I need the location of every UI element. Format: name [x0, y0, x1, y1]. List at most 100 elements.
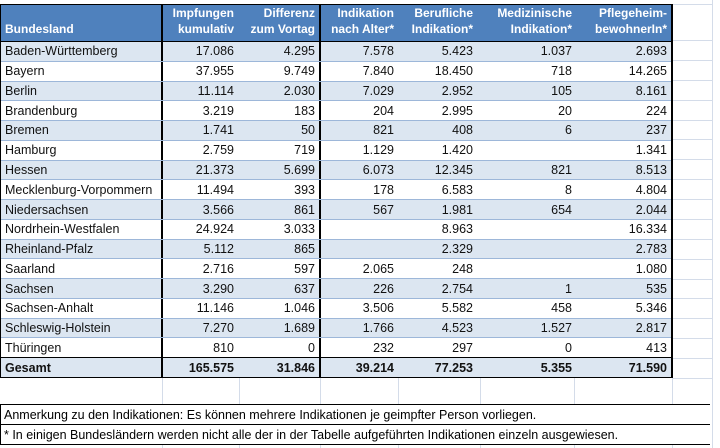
value-cell[interactable]: 821 — [373, 123, 394, 138]
value-cell[interactable]: 2.759 — [202, 143, 234, 158]
value-cell[interactable]: 5.423 — [441, 44, 473, 59]
value-cell[interactable]: 3.033 — [240, 219, 321, 239]
value-cell[interactable]: 183 — [240, 101, 321, 121]
bundesland-cell[interactable]: Rheinland-Pfalz — [1, 239, 163, 259]
value-cell[interactable]: 11.494 — [196, 182, 234, 197]
value-cell[interactable]: 4.523 — [441, 321, 473, 336]
value-cell[interactable]: 2.783 — [635, 242, 667, 257]
value-cell[interactable]: 248 — [452, 261, 473, 276]
value-cell[interactable]: 232 — [373, 340, 394, 355]
value-cell[interactable]: 718 — [551, 64, 572, 79]
value-cell[interactable]: 7.578 — [362, 44, 394, 59]
value-cell[interactable]: 2.030 — [240, 81, 321, 101]
bundesland-cell[interactable]: Bayern — [1, 61, 163, 81]
value-cell[interactable] — [481, 240, 575, 259]
header-cell-indikation-nach-alter[interactable]: Indikation nach Alter* — [321, 5, 399, 41]
value-cell[interactable]: 18.450 — [434, 64, 473, 79]
value-cell[interactable]: 1.046 — [240, 298, 321, 318]
value-cell[interactable]: 9.749 — [240, 61, 321, 81]
value-cell[interactable]: 4.295 — [240, 42, 321, 61]
value-cell[interactable]: 16.334 — [628, 222, 667, 237]
value-cell[interactable]: 1.741 — [202, 123, 234, 138]
value-cell[interactable]: 2.995 — [441, 103, 473, 118]
value-cell[interactable] — [321, 220, 399, 239]
value-cell[interactable]: 2.817 — [635, 321, 667, 336]
value-cell[interactable]: 4.804 — [635, 182, 667, 197]
value-cell[interactable]: 165.575 — [188, 360, 234, 375]
value-cell[interactable]: 2.329 — [441, 242, 473, 257]
value-cell[interactable]: 1.766 — [362, 321, 394, 336]
value-cell[interactable]: 31.846 — [240, 358, 321, 378]
bundesland-cell[interactable]: Saarland — [1, 259, 163, 279]
value-cell[interactable]: 8.963 — [441, 222, 473, 237]
header-cell-impfungen-kumulativ[interactable]: Impfungen kumulativ — [163, 5, 240, 41]
value-cell[interactable]: 2.065 — [362, 261, 394, 276]
bundesland-cell[interactable]: Niedersachsen — [1, 200, 163, 219]
value-cell[interactable]: 1.420 — [441, 143, 473, 158]
value-cell[interactable]: 1.689 — [240, 318, 321, 338]
value-cell[interactable]: 654 — [551, 202, 572, 217]
value-cell[interactable]: 178 — [373, 182, 394, 197]
value-cell[interactable]: 7.840 — [362, 64, 394, 79]
value-cell[interactable]: 8 — [565, 182, 572, 197]
value-cell[interactable]: 458 — [551, 301, 572, 316]
value-cell[interactable]: 11.146 — [196, 301, 234, 316]
value-cell[interactable]: 5.112 — [203, 242, 234, 257]
value-cell[interactable] — [321, 240, 399, 259]
bundesland-cell[interactable]: Hamburg — [1, 140, 163, 160]
value-cell[interactable]: 567 — [373, 202, 394, 217]
value-cell[interactable]: 50 — [240, 121, 321, 140]
value-cell[interactable]: 861 — [240, 200, 321, 219]
value-cell[interactable]: 12.345 — [434, 162, 473, 177]
value-cell[interactable]: 14.265 — [628, 64, 667, 79]
value-cell[interactable]: 3.290 — [202, 281, 234, 296]
value-cell[interactable]: 21.373 — [195, 162, 234, 177]
bundesland-cell[interactable]: Hessen — [1, 160, 163, 180]
value-cell[interactable]: 224 — [646, 103, 667, 118]
value-cell[interactable]: 77.253 — [434, 360, 473, 375]
value-cell[interactable]: 1.527 — [540, 321, 572, 336]
value-cell[interactable]: 2.044 — [635, 202, 667, 217]
value-cell[interactable]: 3.506 — [362, 301, 394, 316]
value-cell[interactable]: 6 — [565, 123, 572, 138]
value-cell[interactable]: 2.754 — [441, 281, 473, 296]
header-cell-berufliche-indikation[interactable]: Berufliche Indikation* — [399, 5, 481, 41]
value-cell[interactable]: 1.037 — [540, 44, 572, 59]
header-cell-pflegeheimbewohner[interactable]: Pflegeheim- bewohnerIn* — [575, 5, 671, 41]
bundesland-cell[interactable]: Sachsen-Anhalt — [1, 298, 163, 318]
value-cell[interactable]: 2.716 — [202, 261, 234, 276]
value-cell[interactable]: 5.582 — [441, 301, 473, 316]
value-cell[interactable]: 810 — [213, 340, 234, 355]
value-cell[interactable]: 0 — [240, 338, 321, 358]
value-cell[interactable]: 5.699 — [240, 160, 321, 180]
bundesland-cell[interactable]: Nordrhein-Westfalen — [1, 219, 163, 239]
value-cell[interactable]: 1.981 — [441, 202, 473, 217]
value-cell[interactable]: 719 — [240, 140, 321, 160]
bundesland-cell[interactable]: Mecklenburg-Vorpommern — [1, 180, 163, 200]
value-cell[interactable]: 6.583 — [441, 182, 473, 197]
value-cell[interactable] — [481, 220, 575, 239]
bundesland-cell[interactable]: Sachsen — [1, 279, 163, 298]
value-cell[interactable]: 821 — [551, 162, 572, 177]
value-cell[interactable]: 0 — [565, 340, 572, 355]
value-cell[interactable]: 20 — [558, 103, 572, 118]
value-cell[interactable]: 408 — [452, 123, 473, 138]
value-cell[interactable]: 17.086 — [195, 44, 234, 59]
value-cell[interactable]: 1.341 — [635, 143, 667, 158]
value-cell[interactable]: 865 — [240, 239, 321, 259]
value-cell[interactable]: 297 — [452, 340, 473, 355]
header-cell-bundesland[interactable]: Bundesland — [1, 5, 163, 41]
value-cell[interactable]: 597 — [240, 259, 321, 279]
value-cell[interactable]: 6.073 — [362, 162, 394, 177]
value-cell[interactable]: 24.924 — [195, 222, 234, 237]
value-cell[interactable]: 8.513 — [635, 162, 667, 177]
value-cell[interactable]: 1.129 — [362, 143, 394, 158]
value-cell[interactable]: 5.346 — [635, 301, 667, 316]
value-cell[interactable]: 8.161 — [635, 83, 667, 98]
bundesland-cell[interactable]: Thüringen — [1, 338, 163, 358]
bundesland-cell[interactable]: Berlin — [1, 81, 163, 101]
bundesland-cell[interactable]: Brandenburg — [1, 101, 163, 121]
value-cell[interactable]: 637 — [240, 279, 321, 298]
value-cell[interactable]: 7.270 — [202, 321, 234, 336]
header-cell-medizinische-indikation[interactable]: Medizinische Indikation* — [481, 5, 575, 41]
